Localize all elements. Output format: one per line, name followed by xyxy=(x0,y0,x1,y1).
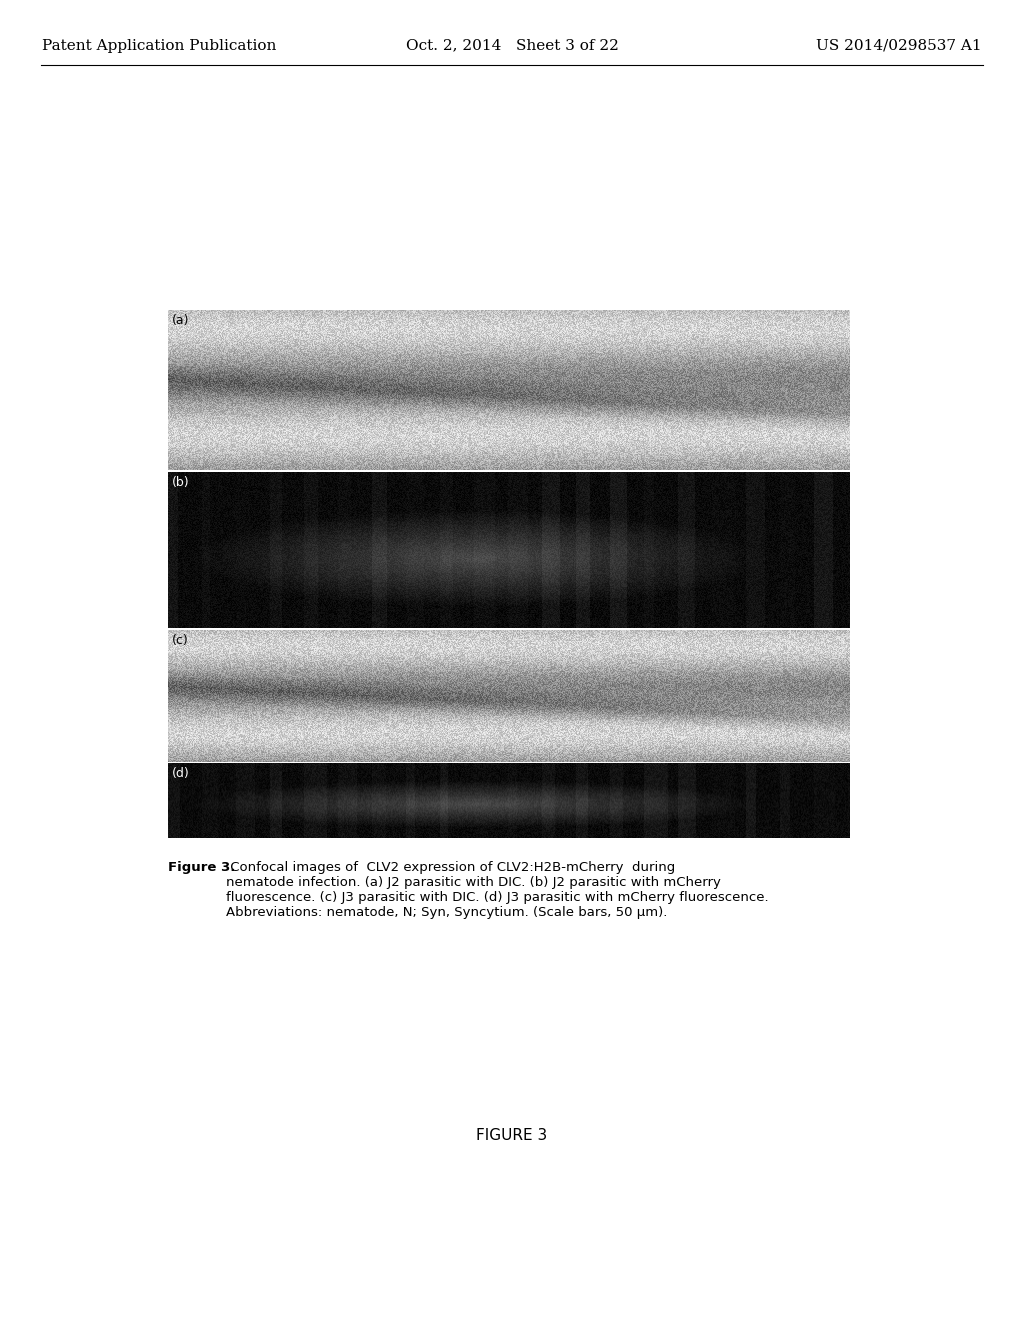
Text: Syn: Syn xyxy=(498,566,743,587)
Text: Syn: Syn xyxy=(268,805,330,828)
Text: US 2014/0298537 A1: US 2014/0298537 A1 xyxy=(816,38,982,53)
Text: (d): (d) xyxy=(172,767,189,780)
Text: N: N xyxy=(484,339,514,374)
Text: N: N xyxy=(492,491,520,521)
Text: (c): (c) xyxy=(172,634,188,647)
Text: (a): (a) xyxy=(172,314,189,327)
Text: Oct. 2, 2014   Sheet 3 of 22: Oct. 2, 2014 Sheet 3 of 22 xyxy=(406,38,618,53)
Text: N: N xyxy=(499,768,514,788)
Text: Syn: Syn xyxy=(586,710,654,739)
Text: N: N xyxy=(424,809,445,832)
Text: N: N xyxy=(423,726,445,755)
Text: Figure 3.: Figure 3. xyxy=(168,861,236,874)
Text: Patent Application Publication: Patent Application Publication xyxy=(42,38,276,53)
Text: (b): (b) xyxy=(172,477,189,488)
Text: N: N xyxy=(509,639,520,665)
Text: Confocal images of  CLV2 expression of CLV2:H2B-mCherry  during
nematode infecti: Confocal images of CLV2 expression of CL… xyxy=(226,861,769,919)
Text: FIGURE 3: FIGURE 3 xyxy=(476,1127,548,1143)
Text: Syn: Syn xyxy=(552,804,641,828)
Text: Syn: Syn xyxy=(254,717,316,744)
Text: Syn: Syn xyxy=(483,417,743,437)
